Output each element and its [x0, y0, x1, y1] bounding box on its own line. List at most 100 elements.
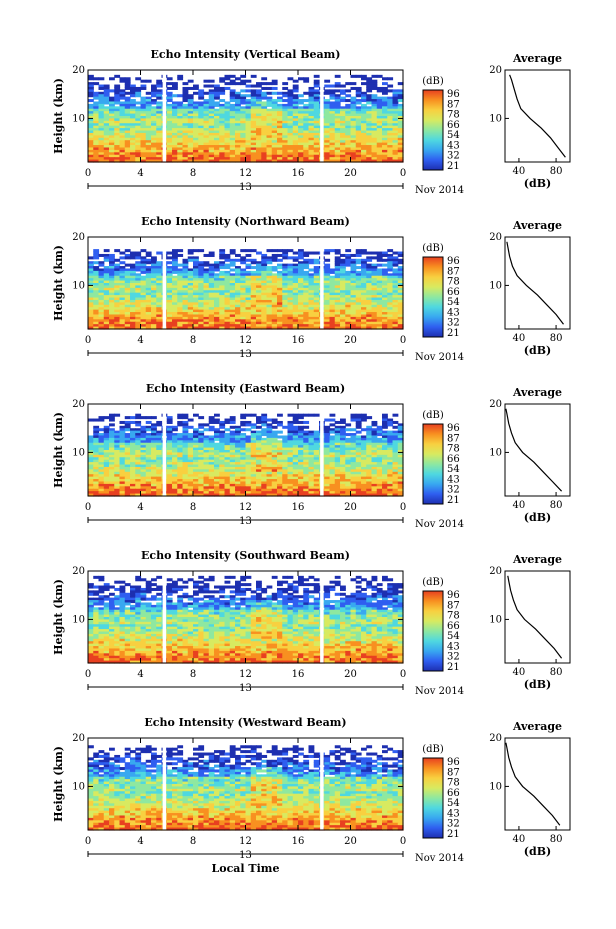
- heatmap-cell: [203, 99, 210, 103]
- heatmap-cell: [340, 428, 346, 432]
- heatmap-cell: [355, 128, 362, 132]
- heatmap-cell: [361, 307, 367, 311]
- heatmap-cell: [88, 457, 94, 461]
- heatmap-cell: [103, 149, 110, 153]
- heatmap-cell: [187, 319, 194, 323]
- heatmap-cell: [303, 299, 310, 303]
- heatmap-cell: [135, 253, 142, 257]
- heatmap-cell: [203, 321, 210, 325]
- heatmap-cell: [303, 316, 310, 320]
- heatmap-cell: [98, 287, 105, 291]
- heatmap-cell: [298, 420, 304, 424]
- heatmap-cell: [214, 268, 220, 272]
- heatmap-cell: [245, 447, 252, 451]
- heatmap-cell: [392, 116, 399, 120]
- heatmap-cell: [271, 128, 278, 132]
- heatmap-cell: [130, 283, 136, 287]
- heatmap-cell: [156, 445, 163, 449]
- heatmap-cell: [177, 125, 184, 129]
- heatmap-cell: [224, 82, 231, 86]
- heatmap-cell: [366, 442, 373, 446]
- heatmap-cell: [334, 440, 341, 444]
- heatmap-cell: [130, 437, 136, 441]
- heatmap-cell: [345, 140, 352, 144]
- heatmap-cell: [355, 420, 362, 424]
- heatmap-cell: [329, 290, 336, 294]
- heatmap-cell: [345, 437, 352, 441]
- heatmap-cell: [114, 113, 121, 117]
- heatmap-cell: [308, 152, 315, 156]
- heatmap-cell: [313, 312, 320, 316]
- heatmap-cell: [329, 116, 336, 120]
- heatmap-cell: [140, 316, 147, 320]
- heatmap-cell: [355, 309, 362, 313]
- heatmap-cell: [229, 278, 236, 282]
- heatmap-cell: [261, 113, 268, 117]
- heatmap-cell: [224, 314, 231, 318]
- heatmap-cell: [219, 299, 226, 303]
- heatmap-cell: [350, 137, 357, 141]
- heatmap-cell: [256, 106, 262, 110]
- heatmap-cell: [308, 99, 315, 103]
- heatmap-cell: [177, 137, 184, 141]
- heatmap-cell: [172, 84, 178, 88]
- heatmap-cell: [208, 278, 215, 282]
- heatmap-cell: [145, 145, 152, 149]
- heatmap-cell: [345, 152, 352, 156]
- heatmap-cell: [224, 258, 231, 262]
- heatmap-cell: [271, 295, 278, 299]
- heatmap-cell: [250, 266, 257, 270]
- heatmap-cell: [250, 314, 257, 318]
- heatmap-cell: [355, 413, 362, 417]
- heatmap-cell: [208, 113, 215, 117]
- heatmap-cell: [135, 447, 142, 451]
- heatmap-cell: [198, 249, 205, 253]
- heatmap-cell: [340, 307, 346, 311]
- heatmap-cell: [98, 283, 105, 287]
- heatmap-cell: [277, 270, 283, 274]
- heatmap-cell: [114, 106, 121, 110]
- heatmap-cell: [235, 147, 241, 151]
- heatmap-cell: [308, 106, 315, 110]
- heatmap-cell: [124, 140, 131, 144]
- heatmap-cell: [271, 290, 278, 294]
- heatmap-cell: [397, 447, 404, 451]
- heatmap-cell: [397, 111, 404, 115]
- heatmap-cell: [287, 428, 294, 432]
- heatmap-cell: [392, 314, 399, 318]
- heatmap-cell: [240, 297, 247, 301]
- heatmap-cell: [266, 452, 273, 456]
- heatmap-cell: [145, 101, 152, 105]
- heatmap-cell: [287, 314, 294, 318]
- heatmap-cell: [156, 290, 163, 294]
- heatmap-cell: [229, 454, 236, 458]
- heatmap-cell: [130, 442, 136, 446]
- heatmap-cell: [109, 466, 115, 470]
- heatmap-cell: [172, 147, 178, 151]
- heatmap-cell: [182, 142, 189, 146]
- heatmap-cell: [235, 304, 241, 308]
- heatmap-cell: [329, 324, 336, 328]
- heatmap-cell: [172, 120, 178, 124]
- heatmap-cell: [135, 278, 142, 282]
- heatmap-cell: [261, 263, 268, 267]
- heatmap-cell: [93, 445, 100, 449]
- heatmap-cell: [392, 108, 399, 112]
- heatmap-cell: [109, 450, 115, 454]
- heatmap-cell: [397, 316, 404, 320]
- heatmap-cell: [151, 457, 157, 461]
- heatmap-cell: [88, 469, 94, 473]
- heatmap-cell: [376, 99, 383, 103]
- heatmap-cell: [355, 321, 362, 325]
- heatmap-cell: [324, 316, 331, 320]
- heatmap-cell: [214, 287, 220, 291]
- heatmap-cell: [245, 140, 252, 144]
- heatmap-cell: [114, 326, 121, 330]
- heatmap-cell: [287, 440, 294, 444]
- heatmap-cell: [366, 466, 373, 470]
- heatmap-cell: [235, 459, 241, 463]
- heatmap-cell: [271, 106, 278, 110]
- heatmap-cell: [361, 321, 367, 325]
- heatmap-cell: [266, 462, 273, 466]
- heatmap-cell: [271, 116, 278, 120]
